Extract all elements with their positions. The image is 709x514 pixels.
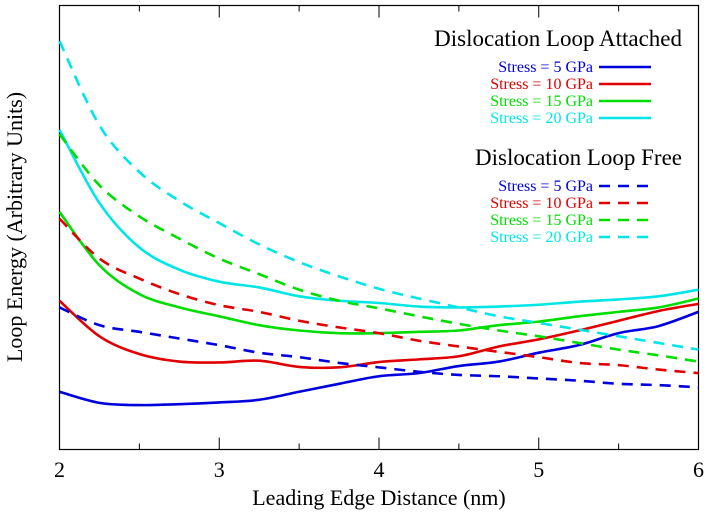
legend-entry-label: Stress = 5 GPa [498, 59, 593, 76]
series-line-attached-cyan [58, 129, 699, 309]
x-tick-label: 3 [214, 457, 225, 482]
legend-entry-label: Stress = 20 GPa [490, 110, 593, 127]
legend-title: Dislocation Loop Free [475, 145, 682, 170]
series-line-attached-blue [59, 310, 699, 407]
series-line-attached-red [58, 299, 699, 370]
legend-entry-label: Stress = 10 GPa [490, 76, 593, 93]
y-axis-title: Loop Energy (Arbitrary Units) [2, 92, 27, 362]
series-line-free-cyan [58, 40, 699, 351]
x-tick-label: 5 [533, 457, 544, 482]
legend-entry-label: Stress = 15 GPa [490, 93, 593, 110]
series-layer [58, 40, 699, 407]
legend-entry-label: Stress = 15 GPa [490, 212, 593, 229]
x-axis-title: Leading Edge Distance (nm) [252, 485, 506, 510]
legend-entry-label: Stress = 10 GPa [490, 195, 593, 212]
legend-entry-label: Stress = 20 GPa [490, 229, 593, 246]
legend-entry-label: Stress = 5 GPa [498, 178, 593, 195]
x-tick-label: 4 [374, 457, 385, 482]
series-line-free-red [58, 217, 699, 375]
axis-ticks [59, 5, 699, 450]
x-tick-label: 2 [54, 457, 65, 482]
series-line-attached-green [58, 211, 699, 335]
series-line-free-green [58, 133, 699, 363]
legend-title: Dislocation Loop Attached [434, 26, 682, 51]
x-tick-label: 6 [693, 457, 704, 482]
series-line-free-blue [58, 306, 699, 389]
x-tick-labels: 2 3 4 5 6 [54, 457, 704, 482]
